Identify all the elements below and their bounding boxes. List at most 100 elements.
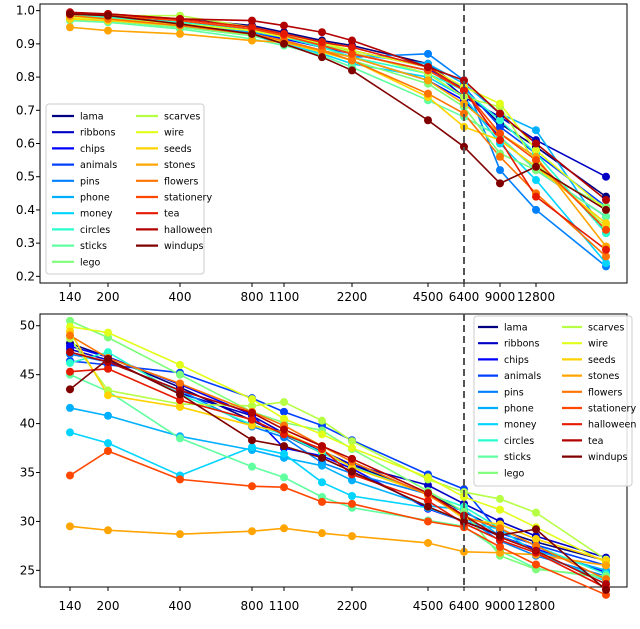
legend-label-phone: phone — [504, 404, 534, 415]
data-point-seeds — [532, 535, 540, 544]
data-point-stones — [280, 524, 288, 533]
data-point-windups — [602, 205, 610, 214]
top-chart: 0.2 0.3 0.4 0.5 0.6 0.7 0.8 0.9 1.0 140 200 400 800 1… — [16, 3, 628, 304]
data-point-wire — [532, 146, 540, 155]
data-point-lego — [176, 370, 184, 379]
y-tick-label: 0.6 — [16, 137, 35, 151]
x-tick-label: 12800 — [517, 599, 555, 613]
data-point-tea — [318, 442, 326, 451]
legend-label-animals: animals — [80, 160, 117, 171]
data-point-stationery — [318, 497, 326, 506]
legend-label-stationery: stationery — [588, 404, 636, 415]
data-point-tea — [248, 408, 256, 417]
bottom-chart: 25 30 35 40 45 50 140 200 400 800 1100 2200 4500 6400… — [20, 313, 636, 613]
data-point-halloween — [424, 63, 432, 72]
data-point-stationery — [348, 499, 356, 508]
data-point-windups — [602, 585, 610, 594]
series-line-halloween — [69, 11, 607, 201]
legend-box — [473, 315, 633, 487]
data-point-scarves — [318, 416, 326, 425]
series-line-lego — [69, 320, 607, 578]
data-point-halloween — [248, 415, 256, 424]
legend-label-circles: circles — [504, 436, 534, 447]
legend-label-phone: phone — [80, 193, 110, 204]
y-tick-label: 0.5 — [16, 170, 35, 184]
series-line-seeds — [69, 331, 607, 562]
legend-label-halloween: halloween — [164, 225, 212, 236]
data-point-stationery — [176, 475, 184, 484]
data-point-scarves — [280, 398, 288, 407]
series-line-scarves — [69, 13, 607, 228]
data-point-tea — [348, 43, 356, 52]
data-point-phone — [348, 476, 356, 485]
data-point-halloween — [248, 16, 256, 25]
data-point-sticks — [248, 462, 256, 471]
legend-label-flowers: flowers — [164, 176, 198, 187]
y-tick-label: 0.9 — [16, 37, 35, 51]
data-point-money — [348, 492, 356, 500]
data-point-pins — [424, 49, 432, 58]
data-point-ribbons — [424, 481, 432, 490]
data-point-windups — [104, 355, 112, 364]
data-point-stones — [248, 36, 256, 45]
y-tick-label: 0.2 — [16, 269, 35, 283]
series-line-flowers — [69, 14, 607, 258]
data-point-windups — [532, 525, 540, 534]
data-point-windups — [104, 11, 112, 20]
series-line-flowers — [69, 334, 607, 580]
data-point-phone — [66, 403, 74, 412]
x-tick-label: 400 — [169, 599, 192, 613]
data-point-pins — [532, 205, 540, 214]
data-point-halloween — [104, 364, 112, 373]
data-point-flowers — [496, 152, 504, 161]
series-line-windups — [69, 358, 607, 591]
data-point-windups — [248, 436, 256, 445]
x-tick-label: 200 — [97, 599, 120, 613]
y-tick-label: 0.3 — [16, 236, 35, 250]
data-point-sticks — [176, 434, 184, 443]
data-point-flowers — [348, 56, 356, 65]
data-point-tea — [460, 86, 468, 95]
data-point-tea — [348, 454, 356, 463]
data-point-halloween — [66, 367, 74, 376]
data-point-stationery — [280, 483, 288, 492]
legend-label-pins: pins — [80, 176, 100, 187]
legend-label-stationery: stationery — [164, 193, 212, 204]
data-point-tea — [532, 546, 540, 555]
data-point-tea — [602, 245, 610, 254]
data-point-halloween — [460, 76, 468, 85]
y-tick-label: 35 — [20, 466, 35, 480]
data-point-wire — [104, 328, 112, 337]
legend-label-animals: animals — [504, 371, 541, 382]
y-tick-label: 25 — [20, 563, 35, 577]
data-point-tea — [496, 136, 504, 145]
data-point-stones — [424, 538, 432, 547]
x-tick-label: 1100 — [269, 290, 300, 304]
legend-label-pins: pins — [504, 387, 524, 398]
y-tick-label: 0.4 — [16, 203, 35, 217]
legend-label-lego: lego — [504, 468, 525, 479]
x-tick-label: 200 — [97, 290, 120, 304]
data-point-circles — [104, 348, 112, 357]
data-point-circles — [496, 116, 504, 125]
data-point-circles — [66, 358, 74, 367]
data-point-money — [602, 259, 610, 268]
data-point-windups — [66, 9, 74, 18]
legend-label-sticks: sticks — [504, 452, 531, 463]
data-point-stationery — [424, 517, 432, 526]
x-tick-label: 9000 — [485, 290, 516, 304]
legend-label-lego: lego — [80, 257, 101, 268]
data-point-scarves — [496, 494, 504, 503]
series-line-halloween — [69, 367, 607, 589]
data-point-wire — [280, 414, 288, 423]
data-point-flowers — [602, 252, 610, 261]
data-point-stones — [104, 526, 112, 535]
legend-label-windups: windups — [164, 241, 204, 252]
data-point-windups — [280, 442, 288, 451]
legend-label-flowers: flowers — [588, 387, 622, 398]
data-point-stones — [602, 561, 610, 570]
y-tick-label: 0.7 — [16, 103, 35, 117]
x-tick-label: 800 — [241, 599, 264, 613]
legend-label-money: money — [504, 420, 537, 431]
